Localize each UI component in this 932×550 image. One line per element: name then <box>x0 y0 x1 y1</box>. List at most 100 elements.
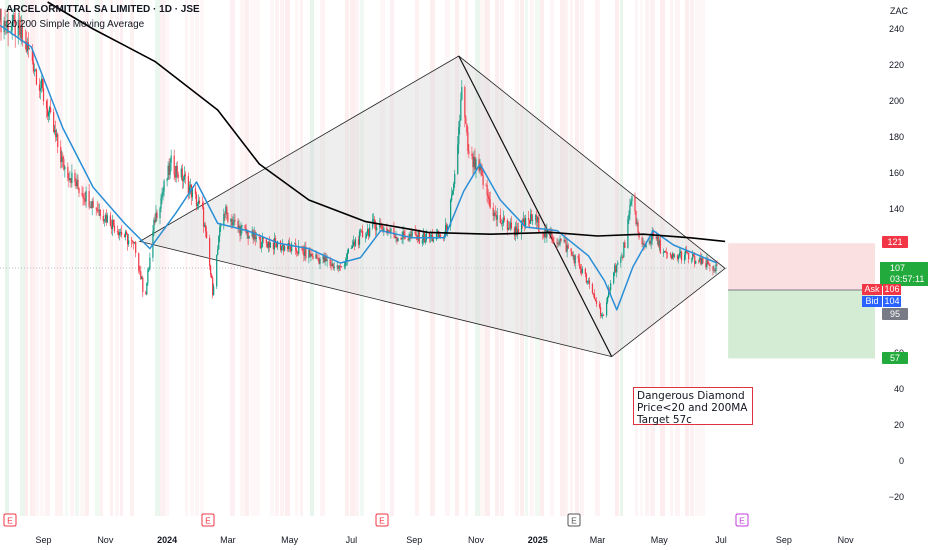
candle-body <box>304 246 306 256</box>
candle-body <box>116 231 119 233</box>
candle-body <box>84 199 86 202</box>
candle-body <box>159 208 161 219</box>
candle-body <box>160 197 162 209</box>
background-band <box>250 0 255 516</box>
candle-body <box>219 227 221 237</box>
candle-body <box>520 220 523 234</box>
background-band <box>445 0 450 516</box>
y-tick-label: 220 <box>889 60 904 70</box>
candle-body <box>396 237 398 242</box>
sma200-line <box>47 1 726 243</box>
candle-body <box>615 265 617 273</box>
y-tick-label: 200 <box>889 96 904 106</box>
candle-body <box>594 299 597 301</box>
candle-body <box>343 265 345 267</box>
candle-body <box>61 156 63 162</box>
background-band <box>65 0 68 516</box>
candle-body <box>230 219 232 222</box>
earnings-marker-label: E <box>571 516 577 526</box>
candle-body <box>543 233 545 238</box>
candle-body <box>614 265 616 273</box>
background-band <box>70 0 74 516</box>
candle-body <box>105 214 107 223</box>
background-band <box>530 0 534 516</box>
symbol-title[interactable]: ARCELORMITTAL SA LIMITED · 1D · JSE <box>6 4 200 15</box>
candle-body <box>677 255 680 260</box>
candle-body <box>393 228 395 236</box>
candle-body <box>409 234 411 239</box>
background-band <box>120 0 123 516</box>
candle-body <box>536 215 538 223</box>
candle-body <box>424 240 426 243</box>
candle-body <box>567 245 569 249</box>
candle-body <box>573 255 575 264</box>
y-tick-label: 180 <box>889 132 904 142</box>
candle-body <box>664 250 666 253</box>
candle-body <box>454 173 456 185</box>
background-band <box>45 0 50 516</box>
candle-body <box>118 232 121 236</box>
candle-body <box>522 218 525 223</box>
candle-body <box>68 178 70 181</box>
candle-body <box>648 241 650 242</box>
annotation-box[interactable]: Dangerous Diamond Price<20 and 200MA Tar… <box>633 387 753 426</box>
candle-body <box>479 166 481 171</box>
candle-body <box>585 274 587 283</box>
candle-body <box>287 246 289 250</box>
candle-body <box>515 226 518 236</box>
candle-body <box>501 223 503 225</box>
candle-body <box>85 191 87 202</box>
candle-body <box>173 155 175 175</box>
candle-body <box>131 240 133 242</box>
candle-body <box>376 227 378 231</box>
candle-body <box>375 224 377 231</box>
candle-body <box>12 15 14 26</box>
candle-body <box>220 224 222 228</box>
ask-value: 106 <box>883 284 901 295</box>
background-band <box>695 0 700 516</box>
earnings-marker <box>567 513 581 527</box>
candle-body <box>452 190 454 195</box>
x-tick-label: Jul <box>346 535 358 545</box>
candle-body <box>394 235 396 239</box>
candle-body <box>692 253 694 259</box>
background-band <box>110 0 113 516</box>
candle-body <box>53 112 55 133</box>
candle-body <box>357 239 360 245</box>
y-tick-label: 140 <box>889 204 904 214</box>
candle-body <box>203 224 206 227</box>
candle-body <box>238 225 240 228</box>
candle-body <box>38 84 41 91</box>
candle-body <box>55 129 57 137</box>
candle-body <box>610 283 612 291</box>
candle-body <box>713 269 715 271</box>
candle-body <box>56 134 58 137</box>
candle-body <box>113 225 116 232</box>
candle-body <box>574 255 576 264</box>
candle-body <box>659 240 661 254</box>
candle-body <box>359 230 362 232</box>
candle-body <box>60 146 62 162</box>
indicator-legend[interactable]: 20,200 Simple Moving Average <box>6 19 145 30</box>
candle-body <box>112 220 115 226</box>
candle-body <box>247 231 249 239</box>
candle-body <box>345 259 347 262</box>
candle-body <box>516 229 519 236</box>
candle-body <box>474 157 476 170</box>
candle-body <box>194 188 197 195</box>
candle-body <box>273 238 276 250</box>
candle-body <box>213 286 215 295</box>
candle-body <box>620 258 622 263</box>
candle-body <box>553 241 555 243</box>
candle-body <box>319 259 321 264</box>
background-band <box>115 0 119 516</box>
background-band <box>245 0 249 516</box>
candle-body <box>500 222 502 224</box>
candle-body <box>652 230 654 237</box>
candle-body <box>592 292 595 294</box>
candle-body <box>530 214 532 224</box>
background-band <box>60 0 63 516</box>
background-band <box>360 0 364 516</box>
candle-body <box>78 187 80 193</box>
